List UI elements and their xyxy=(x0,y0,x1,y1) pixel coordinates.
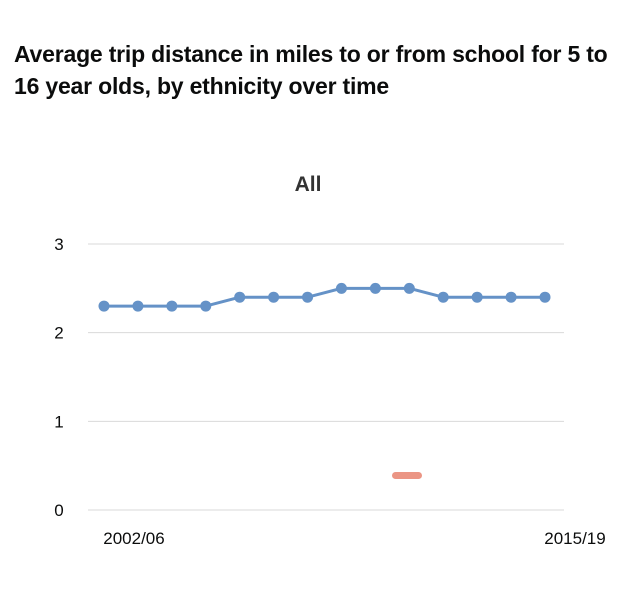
data-point[interactable] xyxy=(200,300,212,312)
x-tick-label: 2002/06 xyxy=(103,529,164,548)
gridlines xyxy=(88,243,564,511)
data-point[interactable] xyxy=(234,291,246,303)
highlight-mark xyxy=(392,472,422,479)
data-point[interactable] xyxy=(166,300,178,312)
data-point[interactable] xyxy=(335,282,347,294)
x-axis: 2002/06 2015/19 xyxy=(103,529,605,548)
annotation-layer xyxy=(392,472,422,479)
page-title: Average trip distance in miles to or fro… xyxy=(14,41,608,99)
y-tick-label: 2 xyxy=(54,324,63,343)
y-tick-label: 0 xyxy=(54,501,63,520)
data-point[interactable] xyxy=(98,300,110,312)
series-group xyxy=(98,282,551,312)
y-tick-label: 1 xyxy=(54,412,63,431)
y-tick-label: 3 xyxy=(54,235,63,254)
data-point[interactable] xyxy=(539,291,551,303)
y-axis: 0 1 2 3 xyxy=(54,235,63,520)
data-point[interactable] xyxy=(302,291,314,303)
chart-title: All xyxy=(295,173,322,196)
data-point[interactable] xyxy=(437,291,449,303)
series-line xyxy=(104,286,545,308)
x-tick-label: 2015/19 xyxy=(544,529,605,548)
data-point[interactable] xyxy=(268,291,280,303)
data-point[interactable] xyxy=(505,291,517,303)
data-point[interactable] xyxy=(132,300,144,312)
data-point[interactable] xyxy=(471,291,483,303)
data-point[interactable] xyxy=(403,282,415,294)
data-point[interactable] xyxy=(369,282,381,294)
